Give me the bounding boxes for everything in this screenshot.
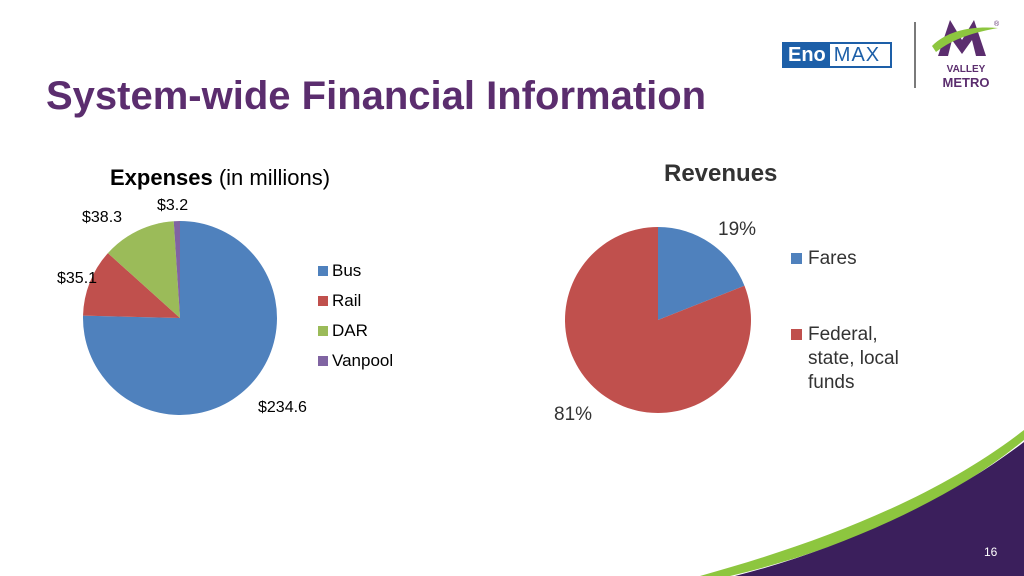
legend-label-funds: funds (808, 372, 854, 393)
valley-metro-logo: ® VALLEY METRO (928, 16, 1004, 92)
expenses-pie-chart: $234.6 $35.1 $38.3 $3.2 Bus Rail DAR Vanpool (57, 197, 393, 416)
legend-swatch-bus (318, 266, 328, 276)
legend-swatch-dar (318, 326, 328, 336)
pie-slice-vanpool (173, 221, 180, 318)
valley-metro-line2: METRO (942, 75, 990, 90)
expenses-title-rest: (in millions) (212, 165, 331, 190)
eno-logo-text: Eno (784, 44, 830, 66)
revenues-chart-title: Revenues (664, 160, 778, 187)
legend-label-fares: Fares (808, 248, 857, 269)
max-logo-text: MAX (833, 44, 881, 66)
legend-label-federal: Federal, (808, 324, 878, 345)
logo-divider (914, 22, 916, 88)
valley-metro-mark-icon: ® (932, 20, 1000, 56)
swoosh-green-stripe (700, 430, 1024, 576)
data-label-bus: $234.6 (258, 399, 307, 416)
pie-slice-rail (83, 253, 180, 318)
registered-mark: ® (994, 20, 1000, 28)
revenues-pie-chart: 19% 81% Fares Federal, state, local funds (554, 219, 899, 425)
valley-metro-line1: VALLEY (946, 64, 986, 75)
legend-swatch-fares (791, 253, 802, 264)
data-label-vanpool: $3.2 (157, 197, 188, 214)
page-title: System-wide Financial Information (46, 74, 707, 118)
expenses-chart-title: Expenses (in millions) (110, 165, 330, 191)
pie-slice-dar (107, 221, 180, 318)
data-label-federal-state-local-funds: 81% (554, 404, 592, 425)
legend-label-vanpool: Vanpool (332, 351, 393, 370)
legend-swatch-vanpool (318, 356, 328, 366)
legend-swatch-rail (318, 296, 328, 306)
expenses-title-bold: Expenses (110, 165, 213, 190)
swoosh-purple-fill (735, 442, 1024, 576)
data-label-rail: $35.1 (57, 270, 97, 287)
legend-label-state-local: state, local (808, 348, 899, 369)
legend-label-rail: Rail (332, 291, 361, 310)
page-number: 16 (984, 545, 998, 559)
legend-swatch-federal-state-local-funds (791, 329, 802, 340)
pie-slice-fares (658, 227, 745, 320)
eno-max-logo: Eno MAX (782, 42, 892, 68)
pie-slice-federal-state-local-funds (565, 227, 751, 413)
data-label-fares: 19% (718, 219, 756, 240)
legend-label-dar: DAR (332, 321, 368, 340)
legend-label-bus: Bus (332, 261, 361, 280)
data-label-dar: $38.3 (82, 209, 122, 226)
